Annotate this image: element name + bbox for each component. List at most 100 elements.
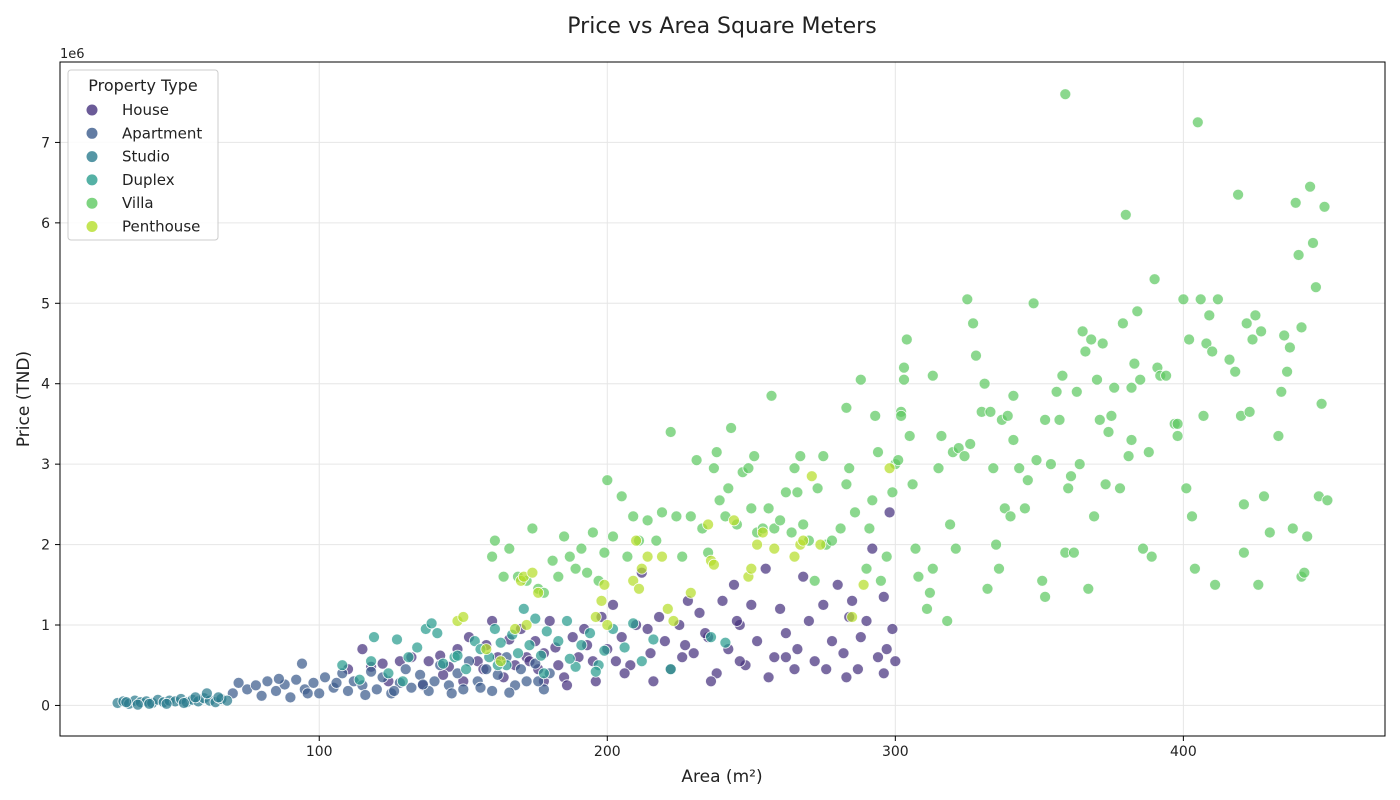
- data-point: [517, 603, 530, 615]
- data-point: [791, 486, 804, 499]
- data-point: [690, 454, 703, 467]
- data-point: [143, 697, 156, 710]
- data-point: [883, 506, 896, 519]
- data-point: [575, 639, 588, 651]
- data-point: [177, 697, 190, 709]
- data-point: [1240, 317, 1253, 330]
- data-point: [993, 562, 1005, 575]
- data-point: [852, 663, 864, 676]
- plot-area-frame: [59, 61, 1386, 737]
- data-point: [713, 494, 726, 507]
- data-point: [949, 542, 962, 555]
- x-tick-label: 300: [882, 744, 909, 760]
- data-point: [834, 522, 847, 535]
- data-point: [566, 631, 579, 643]
- data-point: [330, 677, 343, 689]
- data-point: [1200, 337, 1213, 350]
- data-point: [1050, 385, 1063, 398]
- data-point: [647, 675, 660, 688]
- data-point: [797, 570, 810, 583]
- data-point: [457, 611, 470, 623]
- data-point: [1301, 530, 1314, 543]
- legend-label: Apartment: [122, 124, 202, 142]
- data-point: [1183, 333, 1195, 346]
- data-point: [416, 678, 429, 691]
- data-point: [1289, 196, 1302, 209]
- data-point: [529, 612, 542, 625]
- data-point: [1223, 353, 1236, 366]
- data-point: [1212, 293, 1224, 306]
- data-point: [1249, 309, 1262, 322]
- data-point: [261, 675, 274, 688]
- data-point: [1004, 510, 1017, 523]
- data-point: [526, 522, 539, 535]
- data-point: [598, 644, 611, 657]
- data-point: [872, 651, 884, 664]
- data-point: [831, 578, 844, 591]
- data-point: [745, 562, 758, 575]
- data-point: [468, 635, 481, 647]
- data-point: [889, 655, 902, 668]
- data-point: [635, 562, 648, 575]
- data-point: [391, 633, 403, 646]
- data-point: [664, 426, 677, 438]
- data-point: [722, 482, 735, 495]
- data-point: [460, 663, 473, 676]
- legend-title: Property Type: [88, 76, 198, 95]
- data-point: [595, 595, 608, 607]
- data-point: [1021, 474, 1034, 487]
- data-point: [284, 691, 297, 704]
- data-point: [569, 562, 582, 575]
- data-point: [880, 643, 893, 655]
- data-point: [970, 349, 982, 362]
- y-tick-label: 7: [41, 135, 50, 151]
- data-point: [1030, 454, 1043, 467]
- data-point: [926, 369, 939, 382]
- data-point: [650, 534, 663, 547]
- data-point: [1056, 369, 1069, 382]
- data-point: [532, 675, 545, 688]
- data-point: [759, 562, 772, 575]
- data-point: [1114, 482, 1126, 495]
- data-point: [480, 643, 493, 655]
- data-point: [249, 679, 262, 692]
- data-point: [1036, 574, 1049, 587]
- data-point: [552, 570, 565, 583]
- data-point: [693, 607, 706, 619]
- data-point: [708, 462, 720, 475]
- data-point: [1088, 510, 1100, 523]
- y-axis-ticks: 0 1 2 3 4 5 6 7: [41, 135, 60, 714]
- data-point: [526, 566, 539, 579]
- legend-label: Duplex: [122, 171, 175, 189]
- data-point: [656, 506, 668, 519]
- data-point: [512, 647, 524, 660]
- data-point: [780, 486, 792, 499]
- legend-marker: [86, 174, 98, 186]
- chart-title: Price vs Area Square Meters: [567, 14, 876, 39]
- data-point: [431, 627, 444, 639]
- data-point: [270, 685, 282, 697]
- data-point: [708, 558, 720, 571]
- data-point: [684, 510, 697, 523]
- data-point: [503, 542, 516, 555]
- data-point: [768, 542, 781, 555]
- x-axis-label: Area (m²): [681, 767, 762, 787]
- data-point: [503, 686, 516, 699]
- data-point: [359, 689, 372, 701]
- data-point: [1079, 345, 1092, 358]
- data-point: [1108, 381, 1121, 394]
- data-point: [615, 490, 628, 503]
- data-point: [1117, 317, 1129, 330]
- data-point: [944, 518, 956, 531]
- series-apartment: [226, 651, 556, 704]
- data-point: [615, 631, 628, 643]
- data-point: [1102, 426, 1115, 438]
- data-point: [661, 603, 674, 615]
- data-point: [509, 623, 521, 635]
- data-point: [1099, 478, 1112, 491]
- data-point: [924, 586, 936, 599]
- data-point: [1180, 482, 1193, 495]
- data-point: [941, 615, 954, 627]
- data-point: [120, 696, 133, 709]
- data-point: [820, 663, 833, 676]
